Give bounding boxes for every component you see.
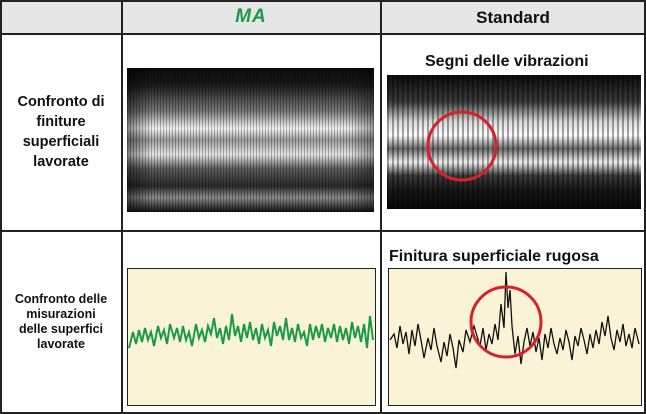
row1-label-line: Confronto di xyxy=(17,94,105,110)
row2-label-line: Confronto delle xyxy=(14,292,108,306)
vibration-marks-caption: Segni delle vibrazioni xyxy=(425,53,589,70)
ma-surface-photo xyxy=(127,68,374,212)
grid-line xyxy=(0,0,646,2)
grid-line xyxy=(644,0,646,414)
header-corner-cell xyxy=(0,0,122,34)
rough-finish-caption: Finitura superficiale rugosa xyxy=(389,248,599,265)
grid-line xyxy=(121,0,123,414)
grid-line xyxy=(0,0,2,414)
row1-label-line: finiture xyxy=(36,114,86,130)
grid-line xyxy=(0,33,646,35)
roughness-highlight-circle xyxy=(469,285,543,359)
ma-profile-trace xyxy=(128,313,374,349)
ma-roughness-profile xyxy=(127,268,376,406)
row2-label-line: misurazioni xyxy=(26,307,96,321)
row2-label: Confronto delle misurazioni delle superf… xyxy=(0,232,122,412)
standard-surface-photo xyxy=(387,75,641,209)
vibration-highlight-circle xyxy=(426,110,498,182)
header-standard-cell: Standard xyxy=(380,0,646,34)
grid-line xyxy=(0,230,646,232)
grid-line xyxy=(380,0,382,414)
row2-label-line: lavorate xyxy=(37,337,85,351)
row1-label-line: superficiali xyxy=(22,134,100,150)
header-ma-label: MA xyxy=(235,6,267,27)
row1-label: Confronto di finiture superficiali lavor… xyxy=(0,34,122,230)
grid-line xyxy=(0,412,646,414)
header-standard-label: Standard xyxy=(476,8,550,27)
standard-profile-trace xyxy=(389,271,640,369)
header-ma-cell: MA xyxy=(122,0,380,34)
row1-label-line: lavorate xyxy=(33,154,89,170)
standard-roughness-profile xyxy=(388,268,642,406)
row2-label-line: delle superfici xyxy=(18,322,104,336)
